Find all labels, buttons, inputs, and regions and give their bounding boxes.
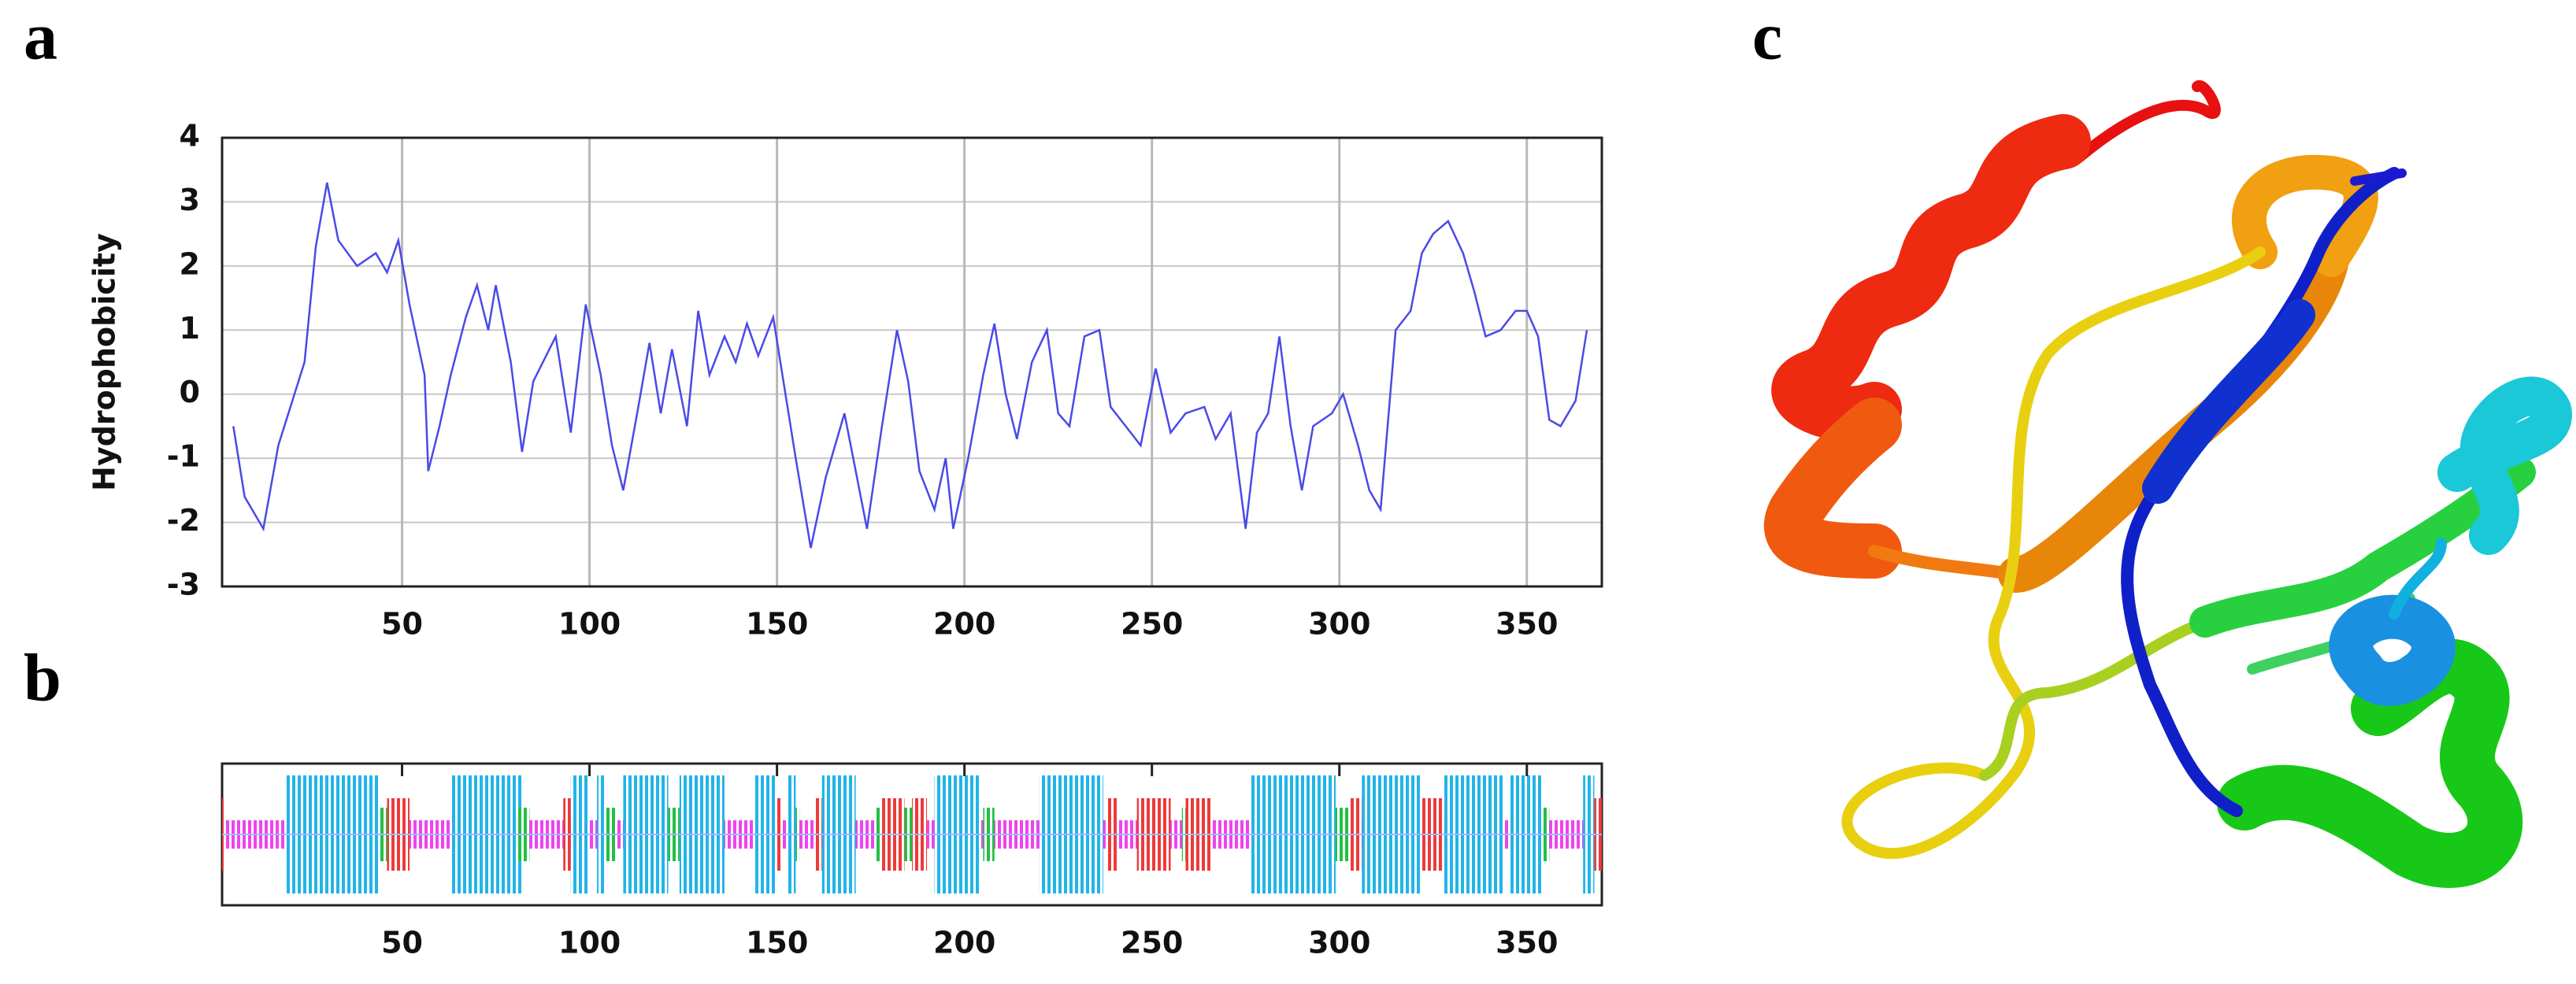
x-tick-label: 300 bbox=[1308, 926, 1370, 960]
x-tick-label: 200 bbox=[933, 607, 995, 642]
x-tick-label: 150 bbox=[746, 607, 808, 642]
x-tick-label: 100 bbox=[558, 926, 621, 960]
y-tick-label: 0 bbox=[180, 375, 200, 409]
protein-structure bbox=[1764, 80, 2572, 888]
x-tick-label: 300 bbox=[1308, 607, 1370, 642]
x-tick-label: 350 bbox=[1496, 926, 1558, 960]
x-tick-label: 200 bbox=[933, 926, 995, 960]
x-tick-label: 100 bbox=[558, 607, 621, 642]
y-tick-label: -3 bbox=[167, 568, 200, 602]
x-tick-label: 350 bbox=[1496, 607, 1558, 642]
plot-frame bbox=[221, 136, 1603, 588]
y-tick-label: 1 bbox=[180, 311, 200, 346]
x-tick-label: 250 bbox=[1121, 926, 1183, 960]
y-axis-label: Hydrophobicity bbox=[87, 233, 122, 491]
y-tick-label: -1 bbox=[167, 439, 200, 474]
panel-label: b bbox=[24, 640, 61, 716]
x-tick-label: 250 bbox=[1121, 607, 1183, 642]
y-tick-label: 3 bbox=[180, 183, 200, 217]
y-tick-label: 2 bbox=[180, 246, 200, 281]
y-tick-label: -2 bbox=[167, 503, 200, 538]
panel-label: c bbox=[1752, 0, 1782, 74]
y-tick-label: 4 bbox=[180, 119, 200, 154]
hydrophobicity-line bbox=[232, 182, 1588, 549]
x-tick-label: 150 bbox=[746, 926, 808, 960]
x-tick-label: 50 bbox=[381, 926, 423, 960]
x-tick-label: 50 bbox=[381, 607, 423, 642]
panel-label: a bbox=[24, 0, 57, 74]
